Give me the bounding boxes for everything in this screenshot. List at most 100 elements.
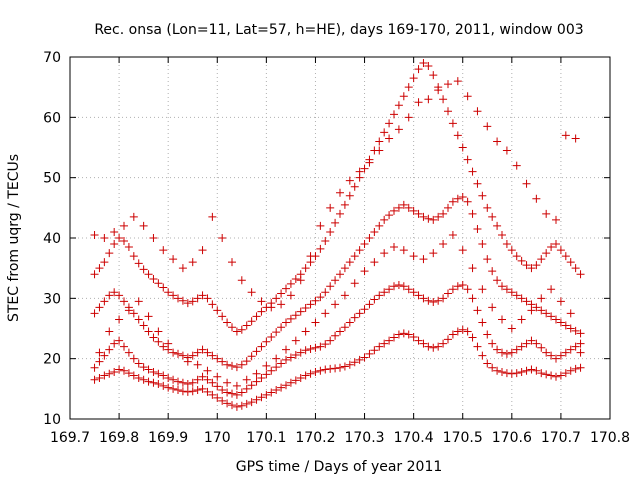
data-point	[556, 297, 565, 306]
data-point	[178, 296, 187, 305]
data-point	[424, 342, 433, 351]
data-point	[473, 179, 482, 188]
data-point	[370, 227, 379, 236]
data-point	[365, 349, 374, 358]
data-point	[444, 80, 452, 89]
data-point	[414, 209, 423, 218]
data-point	[547, 351, 556, 360]
data-point	[473, 342, 482, 351]
data-point	[237, 276, 246, 285]
data-point	[404, 330, 413, 339]
data-point	[414, 291, 423, 300]
data-point	[414, 98, 423, 107]
data-point	[340, 323, 349, 332]
scatter-points	[90, 59, 585, 411]
data-point	[468, 333, 477, 342]
data-point	[547, 371, 556, 380]
data-point	[537, 369, 546, 378]
data-point	[331, 331, 340, 340]
data-point	[478, 240, 487, 249]
data-point	[576, 270, 585, 279]
data-point	[399, 200, 408, 209]
data-point	[149, 275, 158, 284]
data-point	[419, 212, 428, 221]
data-point	[174, 349, 182, 358]
data-point	[203, 348, 212, 357]
data-point	[399, 329, 408, 338]
data-point	[213, 372, 222, 381]
data-point	[115, 336, 124, 345]
data-point	[458, 192, 467, 201]
data-point	[429, 343, 438, 352]
data-point	[336, 209, 344, 218]
data-point	[458, 246, 467, 255]
data-point	[571, 326, 580, 335]
data-point	[149, 333, 158, 342]
data-point	[404, 285, 413, 294]
data-point	[90, 230, 99, 239]
data-point	[223, 378, 232, 387]
data-point	[301, 264, 310, 273]
data-point	[331, 300, 340, 309]
data-point	[444, 289, 452, 298]
data-point	[512, 161, 521, 170]
data-point	[95, 264, 104, 273]
data-point	[542, 348, 551, 357]
data-point	[370, 346, 379, 355]
data-point	[468, 294, 477, 303]
data-point	[139, 363, 148, 372]
data-point	[360, 267, 369, 276]
data-point	[316, 342, 325, 351]
data-point	[286, 279, 295, 288]
data-point	[360, 305, 369, 314]
data-point	[144, 312, 153, 321]
data-point	[399, 282, 408, 291]
data-point	[458, 325, 467, 334]
data-point	[429, 215, 438, 224]
data-point	[129, 252, 138, 261]
data-point	[439, 209, 448, 218]
data-point	[542, 209, 551, 218]
data-point	[100, 371, 109, 380]
data-point	[316, 366, 325, 375]
data-point	[277, 323, 286, 332]
y-axis-label: STEC from uqrg / TECUs	[6, 154, 22, 322]
data-point	[488, 267, 497, 276]
data-point	[100, 234, 109, 242]
data-point	[414, 336, 423, 345]
data-point	[483, 122, 492, 131]
data-point	[385, 285, 394, 294]
data-point	[453, 327, 462, 336]
data-point	[434, 342, 443, 351]
data-point	[252, 395, 261, 404]
data-point	[311, 343, 320, 352]
data-point	[448, 119, 457, 128]
data-point	[542, 309, 551, 318]
data-point	[375, 221, 384, 230]
data-point	[507, 288, 516, 297]
data-point	[208, 212, 217, 221]
data-point	[282, 355, 290, 364]
data-point	[483, 330, 492, 339]
y-tick-label: 60	[43, 110, 61, 126]
data-point	[444, 203, 452, 212]
data-point	[129, 354, 138, 363]
data-point	[537, 255, 546, 264]
data-point	[483, 359, 492, 368]
data-point	[360, 353, 369, 362]
data-point	[164, 339, 173, 348]
data-point	[448, 197, 457, 206]
data-point	[120, 366, 128, 375]
data-point	[326, 227, 335, 236]
data-point	[517, 342, 526, 351]
data-point	[409, 252, 418, 261]
data-point	[144, 327, 153, 336]
data-point	[100, 351, 109, 360]
data-point	[120, 221, 128, 230]
data-point	[306, 369, 315, 378]
data-point	[448, 285, 457, 294]
data-point	[336, 188, 344, 197]
data-point	[154, 369, 163, 378]
x-tick-label: 170.4	[394, 430, 434, 446]
data-point	[355, 355, 364, 364]
